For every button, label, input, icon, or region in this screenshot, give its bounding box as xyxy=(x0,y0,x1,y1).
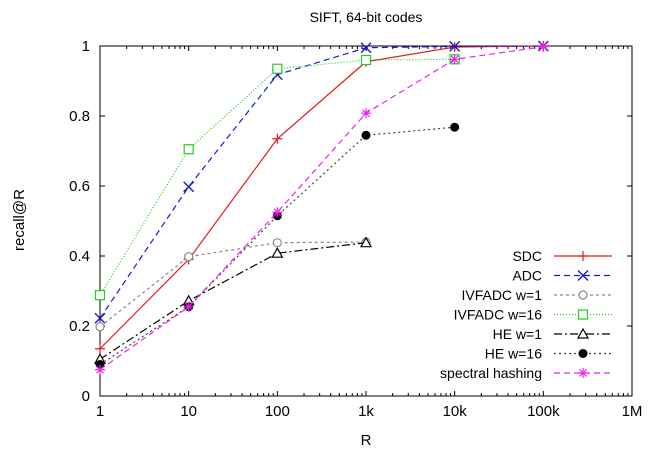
square-marker xyxy=(183,144,194,155)
x-tick-label: 100 xyxy=(265,403,290,420)
plot-area: 1 10 100 1k 10k 100k 1M 0 0.2 0.4 0.6 0.8 1 xyxy=(69,38,642,420)
triangle-marker xyxy=(576,327,590,339)
series-line xyxy=(99,58,455,296)
x-tick-label: 1k xyxy=(358,403,374,420)
legend: SDC ADC IVFADC w=1 IVFADC w=16 HE w=1 HE w=16… xyxy=(440,248,612,381)
square-marker xyxy=(272,63,283,74)
asterisk-marker xyxy=(183,301,194,312)
series-line xyxy=(99,126,455,366)
series-line xyxy=(99,242,367,360)
series-line xyxy=(99,46,544,371)
x-marker xyxy=(360,42,372,54)
legend-item: HE w=16 xyxy=(485,346,612,362)
x-marker xyxy=(449,40,461,52)
legend-label: ADC xyxy=(512,268,542,284)
triangle-marker xyxy=(271,246,284,258)
legend-label: HE w=1 xyxy=(493,326,543,342)
legend-label: SDC xyxy=(512,248,542,264)
series-line xyxy=(99,241,367,328)
legend-label: spectral hashing xyxy=(440,365,542,381)
asterisk-marker xyxy=(578,368,588,378)
asterisk-marker xyxy=(272,207,283,218)
series-ivfadc-w-1 xyxy=(95,237,371,332)
y-axis-label: recall@R xyxy=(11,189,28,251)
x-tick-label: 100k xyxy=(527,403,560,420)
series-ivfadc-w-16 xyxy=(94,54,460,301)
x-tick-label: 10 xyxy=(180,403,197,420)
y-tick-label: 0.4 xyxy=(69,248,90,265)
plus-marker xyxy=(95,343,105,354)
asterisk-marker xyxy=(95,364,105,375)
series-line xyxy=(99,45,544,350)
asterisk-marker xyxy=(361,108,371,119)
y-tick-label: 0.2 xyxy=(69,318,90,335)
circle-marker xyxy=(184,252,194,262)
x-tick-label: 1 xyxy=(96,403,104,420)
x-marker xyxy=(94,312,106,324)
legend-item: HE w=1 xyxy=(493,326,612,342)
x-marker xyxy=(577,270,589,281)
legend-label: IVFADC w=16 xyxy=(454,307,543,323)
plus-marker xyxy=(272,133,283,144)
chart-title: SIFT, 64-bit codes xyxy=(310,9,423,25)
square-marker xyxy=(94,290,106,301)
x-tick-label: 1M xyxy=(622,403,643,420)
y-tick-label: 0.6 xyxy=(69,178,90,195)
legend-item: SDC xyxy=(512,248,612,264)
y-tick-label: 0 xyxy=(82,388,90,405)
series-adc xyxy=(94,40,549,324)
plot-frame xyxy=(99,45,633,397)
filled-circle-marker xyxy=(450,122,460,132)
series-line xyxy=(99,45,544,319)
asterisk-marker xyxy=(538,41,549,52)
triangle-marker xyxy=(359,236,373,248)
circle-marker xyxy=(578,290,588,300)
square-marker xyxy=(577,309,589,320)
square-marker xyxy=(360,54,372,66)
x-tick-label: 10k xyxy=(443,403,468,420)
legend-label: IVFADC w=1 xyxy=(461,287,542,303)
circle-marker xyxy=(95,322,105,332)
series-spectral-hashing xyxy=(95,41,549,375)
x-marker xyxy=(183,181,195,193)
legend-item: spectral hashing xyxy=(440,365,612,381)
y-tick-label: 0.8 xyxy=(69,108,90,125)
legend-item: IVFADC w=1 xyxy=(461,287,612,303)
y-tick-label: 1 xyxy=(82,38,90,55)
x-axis-label: R xyxy=(361,432,372,449)
filled-circle-marker xyxy=(361,130,371,140)
circle-marker xyxy=(272,238,282,248)
filled-circle-marker xyxy=(578,349,588,358)
legend-label: HE w=16 xyxy=(485,346,542,362)
legend-item: ADC xyxy=(512,268,612,284)
plus-marker xyxy=(578,251,588,261)
legend-item: IVFADC w=16 xyxy=(454,307,612,323)
asterisk-marker xyxy=(449,54,460,65)
